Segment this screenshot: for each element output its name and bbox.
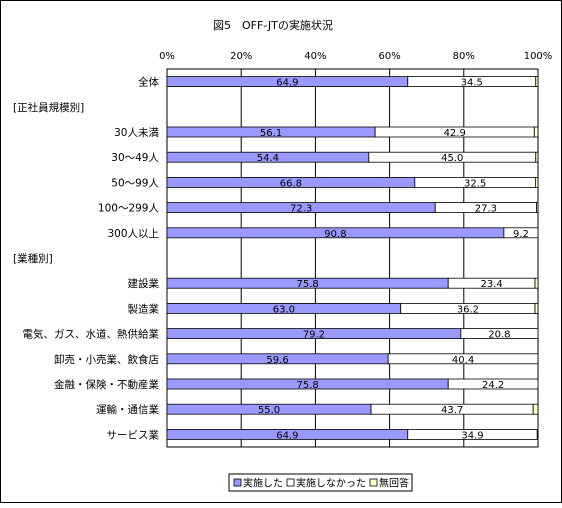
chart-title: 図5 OFF-JTの実施状況 <box>213 18 333 32</box>
x-tick-label: 60% <box>378 51 400 62</box>
data-label: 40.4 <box>452 355 474 366</box>
data-label: 79.2 <box>303 330 325 341</box>
category-label: 電気、ガス、水道、熱供給業 <box>23 328 160 341</box>
category-label: 50～99人 <box>111 177 159 189</box>
data-label: 34.5 <box>461 78 483 89</box>
data-label: 23.4 <box>480 279 502 290</box>
bar-segment <box>535 76 539 87</box>
legend-label: 実施した <box>243 477 283 490</box>
data-label: 55.0 <box>258 405 280 416</box>
data-label: 34.9 <box>461 430 483 441</box>
data-label: 36.2 <box>457 304 479 315</box>
x-tick-label: 80% <box>453 51 475 62</box>
bar-segment <box>460 328 539 340</box>
legend-swatch <box>369 478 378 487</box>
bar-segment <box>535 176 539 188</box>
data-label: 75.8 <box>296 279 318 290</box>
category-label: 30人未満 <box>114 127 159 139</box>
x-axis-ticks: 0% 20% 40% 60% 80% 100% <box>159 51 552 62</box>
data-label: 9.2 <box>513 229 529 240</box>
category-label: 建設業 <box>128 277 160 290</box>
bar-segment <box>533 126 539 138</box>
legend-box <box>228 473 413 492</box>
legend-label: 実施しなかった <box>296 477 366 490</box>
data-label: 63.0 <box>273 304 295 315</box>
category-label: 全体 <box>138 76 159 89</box>
data-label: 27.3 <box>475 204 497 215</box>
category-label: 金融・保険・不動産業 <box>54 378 159 391</box>
category-label: 卸売・小売業、飲食店 <box>54 353 159 366</box>
data-label: 59.6 <box>266 355 288 366</box>
category-label: 100～299人 <box>98 203 160 215</box>
data-label: 24.2 <box>482 380 504 391</box>
data-label: 72.3 <box>290 204 312 215</box>
bar-segment <box>534 302 539 314</box>
x-tick-label: 20% <box>230 51 252 62</box>
category-label: 製造業 <box>128 302 160 315</box>
category-label: サービス業 <box>107 428 160 441</box>
category-label: 運輸・通信業 <box>96 403 159 416</box>
data-label: 32.5 <box>464 178 486 189</box>
data-label: 90.8 <box>324 229 346 240</box>
data-label: 64.9 <box>276 78 298 89</box>
data-label: 54.4 <box>257 153 279 164</box>
bar-segment <box>447 378 539 390</box>
legend: 実施した 実施しなかった 無回答 <box>228 473 413 492</box>
legend-label: 無回答 <box>379 477 409 490</box>
data-label: 75.8 <box>296 380 318 391</box>
bar-segment <box>503 227 539 239</box>
data-label: 43.7 <box>441 405 463 416</box>
data-label: 64.9 <box>276 430 298 441</box>
bar-segment <box>532 403 539 415</box>
data-label: 56.1 <box>260 128 282 139</box>
bar-segment <box>387 353 539 365</box>
legend-swatch <box>286 478 295 487</box>
bar-segment <box>535 151 539 163</box>
bar-segment <box>536 202 539 214</box>
data-label: 20.8 <box>488 330 510 341</box>
x-tick-label: 0% <box>159 51 175 62</box>
x-tick-label: 100% <box>524 51 553 62</box>
group-header-label: [業種別] <box>13 252 53 265</box>
x-tick-label: 40% <box>304 51 326 62</box>
data-label: 42.9 <box>444 128 466 139</box>
category-label: 300人以上 <box>107 228 159 240</box>
bar-segment <box>536 428 539 440</box>
bar-segment <box>534 277 539 289</box>
legend-swatch <box>233 478 242 487</box>
category-label: 30～49人 <box>111 152 159 164</box>
plot-area: 全体 64.9 34.5 [正社員規模別] 30人未満 56.1 42.9 30～49人 54.… <box>13 68 539 448</box>
data-label: 66.8 <box>280 178 302 189</box>
data-label: 45.0 <box>441 153 463 164</box>
group-header-label: [正社員規模別] <box>13 101 84 114</box>
